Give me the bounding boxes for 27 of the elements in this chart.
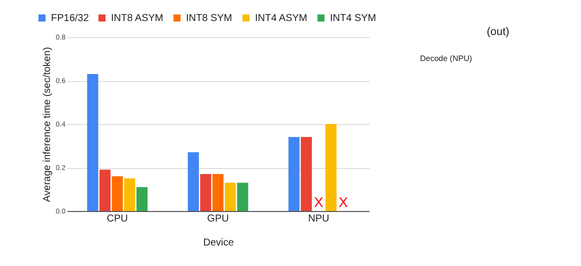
bar [212,174,224,211]
text: (out) [486,26,510,38]
bar [325,124,337,211]
bar [87,74,98,211]
x-tick-label: NPU [308,214,330,224]
bar [200,174,212,211]
bar [188,152,199,211]
x-tick-label: GPU [207,214,229,224]
text: Decode (NPU) [420,54,472,63]
legend-label: INT8 SYM [186,13,232,24]
bar [288,137,300,211]
annotation: X [338,194,349,210]
x-axis-title: Device [203,238,234,248]
bar [124,178,136,211]
y-axis-title: Average inference time (sec/token) [42,47,53,202]
x-tick-label: CPU [106,214,128,224]
bar [300,137,312,211]
legend-label: INT8 ASYM [111,13,164,24]
bar [112,176,123,211]
bar [224,182,236,211]
legend-label: INT4 ASYM [255,13,308,24]
bar [136,187,148,211]
annotation: X [314,194,324,210]
legend-label: INT4 SYM [330,13,376,24]
bar [99,170,111,211]
legend-label: FP16/32 [51,13,90,24]
bar [237,182,248,211]
